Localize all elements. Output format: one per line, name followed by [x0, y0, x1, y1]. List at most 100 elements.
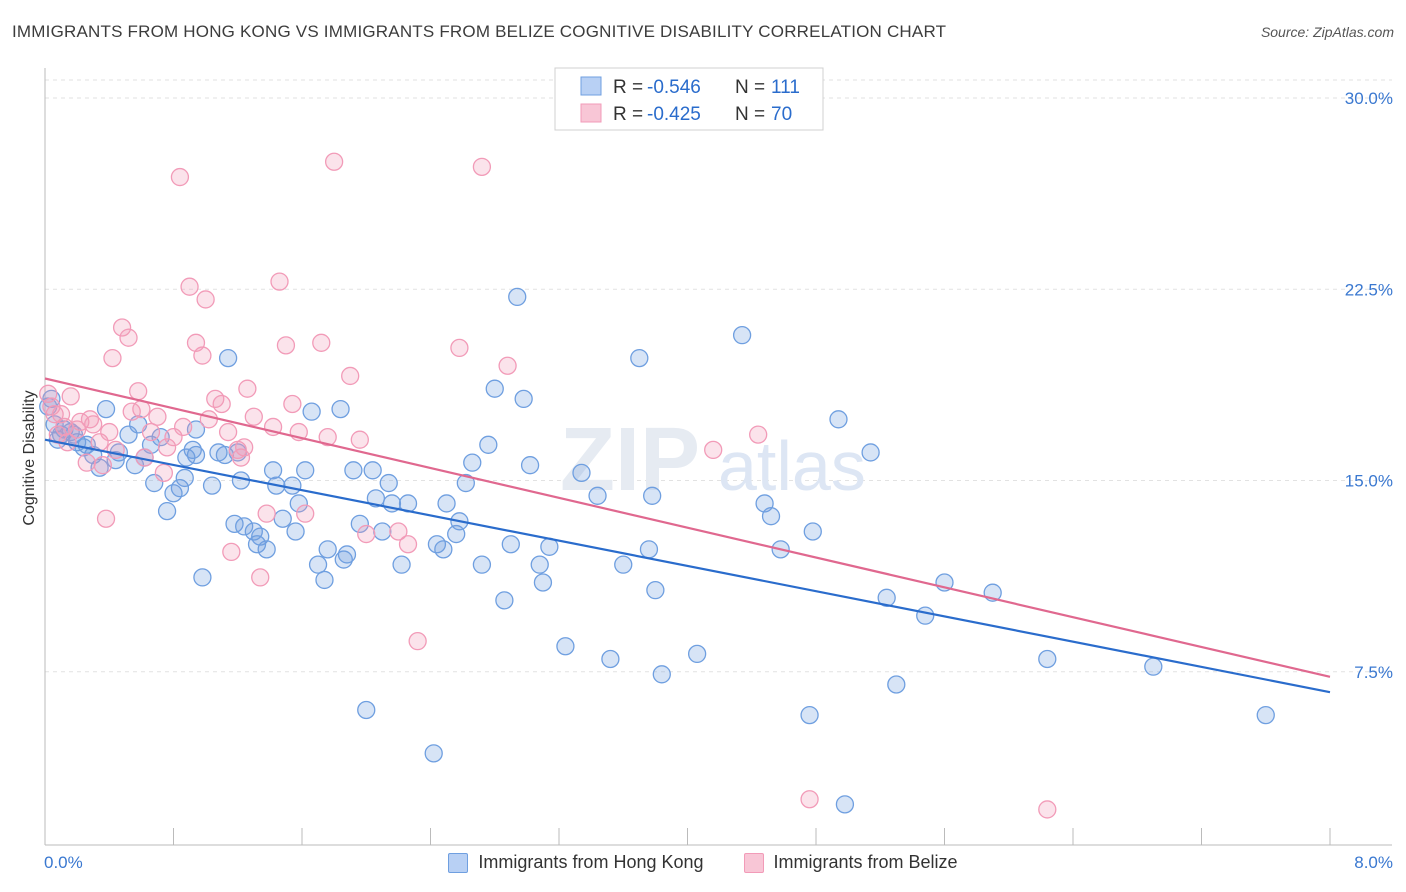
point-hongkong — [231, 471, 251, 490]
y-axis-label: Cognitive Disability — [21, 390, 38, 525]
point-hongkong — [530, 555, 549, 574]
point-hongkong — [363, 461, 382, 480]
point-hongkong — [392, 555, 411, 574]
point-belize — [357, 524, 376, 544]
point-hongkong — [556, 637, 575, 656]
point-belize — [61, 387, 80, 406]
point-hongkong — [286, 522, 305, 541]
trend-lines — [44, 377, 1331, 694]
point-hongkong — [472, 555, 492, 574]
point-hongkong — [687, 644, 707, 664]
point-hongkong — [456, 473, 475, 493]
point-hongkong — [283, 476, 302, 495]
legend-r-value-2: -0.425 — [647, 104, 701, 125]
point-belize — [235, 438, 254, 457]
point-hongkong — [424, 744, 443, 763]
point-belize — [199, 410, 218, 429]
point-hongkong — [218, 348, 238, 368]
tick-labels: 7.5% 15.0% 22.5% 30.0% 0.0% 8.0% — [44, 89, 1393, 872]
point-hongkong — [588, 486, 607, 505]
point-belize — [800, 790, 819, 809]
point-belize — [270, 272, 289, 291]
point-hongkong — [157, 501, 177, 521]
legend-swatch-hongkong — [580, 76, 602, 96]
point-hongkong — [175, 468, 194, 488]
y-tick-label: 30.0% — [1345, 89, 1393, 108]
point-hongkong — [42, 389, 61, 409]
point-belize — [77, 453, 96, 472]
point-hongkong — [601, 649, 620, 669]
point-hongkong — [501, 535, 520, 554]
point-belize — [257, 504, 276, 523]
point-belize — [141, 422, 161, 442]
source-label: Source: ZipAtlas.com — [1260, 24, 1394, 40]
point-hongkong — [646, 581, 665, 600]
point-belize — [1038, 800, 1057, 819]
point-hongkong — [652, 665, 671, 684]
point-belize — [93, 456, 112, 475]
point-hongkong — [572, 463, 591, 483]
watermark-zip: ZIP — [560, 410, 700, 510]
point-hongkong — [235, 517, 254, 536]
point-belize — [450, 338, 469, 358]
point-hongkong — [379, 473, 398, 493]
point-belize — [148, 407, 167, 426]
point-belize — [193, 346, 212, 365]
watermark-atlas: atlas — [718, 427, 866, 505]
point-hongkong — [151, 427, 170, 447]
point-belize — [80, 410, 100, 429]
legend-item-hongkong: Immigrants from Hong Kong — [448, 852, 704, 873]
point-belize — [408, 632, 427, 651]
x-tick-label: 8.0% — [1354, 853, 1393, 872]
point-hongkong — [183, 440, 202, 460]
point-hongkong — [350, 514, 369, 533]
point-hongkong — [508, 287, 527, 307]
point-belize — [312, 333, 331, 352]
point-hongkong — [263, 461, 283, 480]
legend-item-belize: Immigrants from Belize — [743, 852, 958, 873]
point-belize — [119, 328, 138, 347]
point-hongkong — [289, 494, 308, 513]
point-hongkong — [520, 456, 540, 475]
legend-n-label-1: N = — [735, 77, 765, 98]
legend-swatch-belize — [743, 852, 764, 873]
point-hongkong — [803, 522, 822, 541]
point-hongkong — [434, 540, 453, 559]
point-belize — [389, 522, 408, 541]
point-hongkong — [533, 573, 553, 592]
point-belize — [324, 152, 344, 171]
point-belize — [51, 405, 71, 424]
stats-legend: R = -0.546 N = 111 R = -0.425 N = 70 — [554, 67, 824, 131]
point-belize — [212, 394, 231, 414]
series-legend: Immigrants from Hong Kong Immigrants fro… — [0, 852, 1406, 873]
point-belize — [283, 394, 302, 414]
point-hongkong — [1256, 705, 1275, 725]
point-hongkong — [835, 795, 855, 814]
legend-n-label-2: N = — [735, 104, 765, 125]
point-belize — [218, 422, 238, 442]
point-belize — [341, 366, 360, 386]
point-hongkong — [331, 399, 350, 419]
point-hongkong — [251, 527, 270, 546]
grid-lines — [45, 79, 1392, 673]
point-hongkong — [344, 461, 363, 480]
point-belize — [498, 356, 517, 375]
point-hongkong — [273, 509, 292, 528]
point-hongkong — [916, 606, 935, 625]
point-hongkong — [463, 453, 482, 472]
point-belize — [45, 405, 64, 424]
point-hongkong — [732, 325, 752, 345]
point-hongkong — [296, 461, 315, 480]
point-hongkong — [887, 675, 906, 694]
point-hongkong — [1038, 649, 1057, 669]
point-belize — [84, 415, 103, 434]
point-belize — [103, 348, 122, 368]
point-belize — [196, 290, 215, 309]
point-hongkong — [337, 545, 357, 564]
point-hongkong — [479, 435, 498, 454]
point-belize — [749, 425, 768, 444]
point-hongkong — [630, 348, 649, 368]
point-belize — [472, 157, 492, 177]
point-hongkong — [800, 705, 819, 725]
chart-title: IMMIGRANTS FROM HONG KONG VS IMMIGRANTS … — [12, 22, 947, 41]
